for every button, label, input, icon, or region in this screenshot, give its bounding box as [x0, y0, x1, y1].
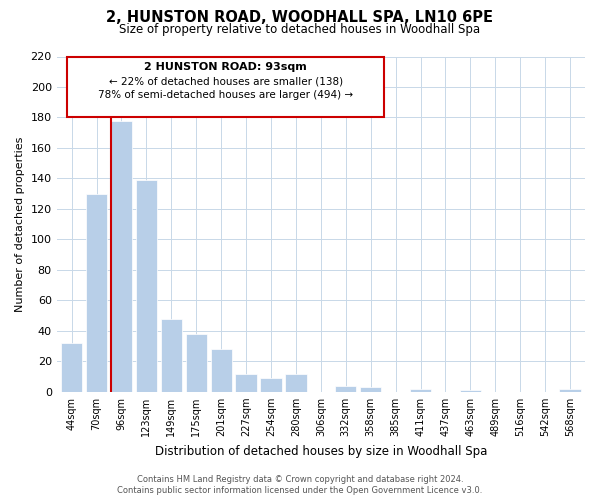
Text: Size of property relative to detached houses in Woodhall Spa: Size of property relative to detached ho… — [119, 22, 481, 36]
Y-axis label: Number of detached properties: Number of detached properties — [15, 136, 25, 312]
Text: 78% of semi-detached houses are larger (494) →: 78% of semi-detached houses are larger (… — [98, 90, 353, 101]
Text: 2, HUNSTON ROAD, WOODHALL SPA, LN10 6PE: 2, HUNSTON ROAD, WOODHALL SPA, LN10 6PE — [107, 10, 493, 25]
Text: Contains HM Land Registry data © Crown copyright and database right 2024.: Contains HM Land Registry data © Crown c… — [137, 475, 463, 484]
Bar — [460, 390, 481, 392]
Bar — [235, 374, 257, 392]
Bar — [61, 343, 82, 392]
Bar — [360, 387, 381, 392]
Bar — [185, 334, 207, 392]
Text: Contains public sector information licensed under the Open Government Licence v3: Contains public sector information licen… — [118, 486, 482, 495]
X-axis label: Distribution of detached houses by size in Woodhall Spa: Distribution of detached houses by size … — [155, 444, 487, 458]
Bar — [211, 349, 232, 392]
Bar — [410, 389, 431, 392]
Bar — [86, 194, 107, 392]
Bar — [260, 378, 281, 392]
Text: 2 HUNSTON ROAD: 93sqm: 2 HUNSTON ROAD: 93sqm — [145, 62, 307, 72]
Bar — [161, 318, 182, 392]
Bar — [286, 374, 307, 392]
Bar — [136, 180, 157, 392]
Bar — [559, 389, 581, 392]
Text: ← 22% of detached houses are smaller (138): ← 22% of detached houses are smaller (13… — [109, 76, 343, 86]
Bar — [335, 386, 356, 392]
Bar — [111, 120, 132, 392]
